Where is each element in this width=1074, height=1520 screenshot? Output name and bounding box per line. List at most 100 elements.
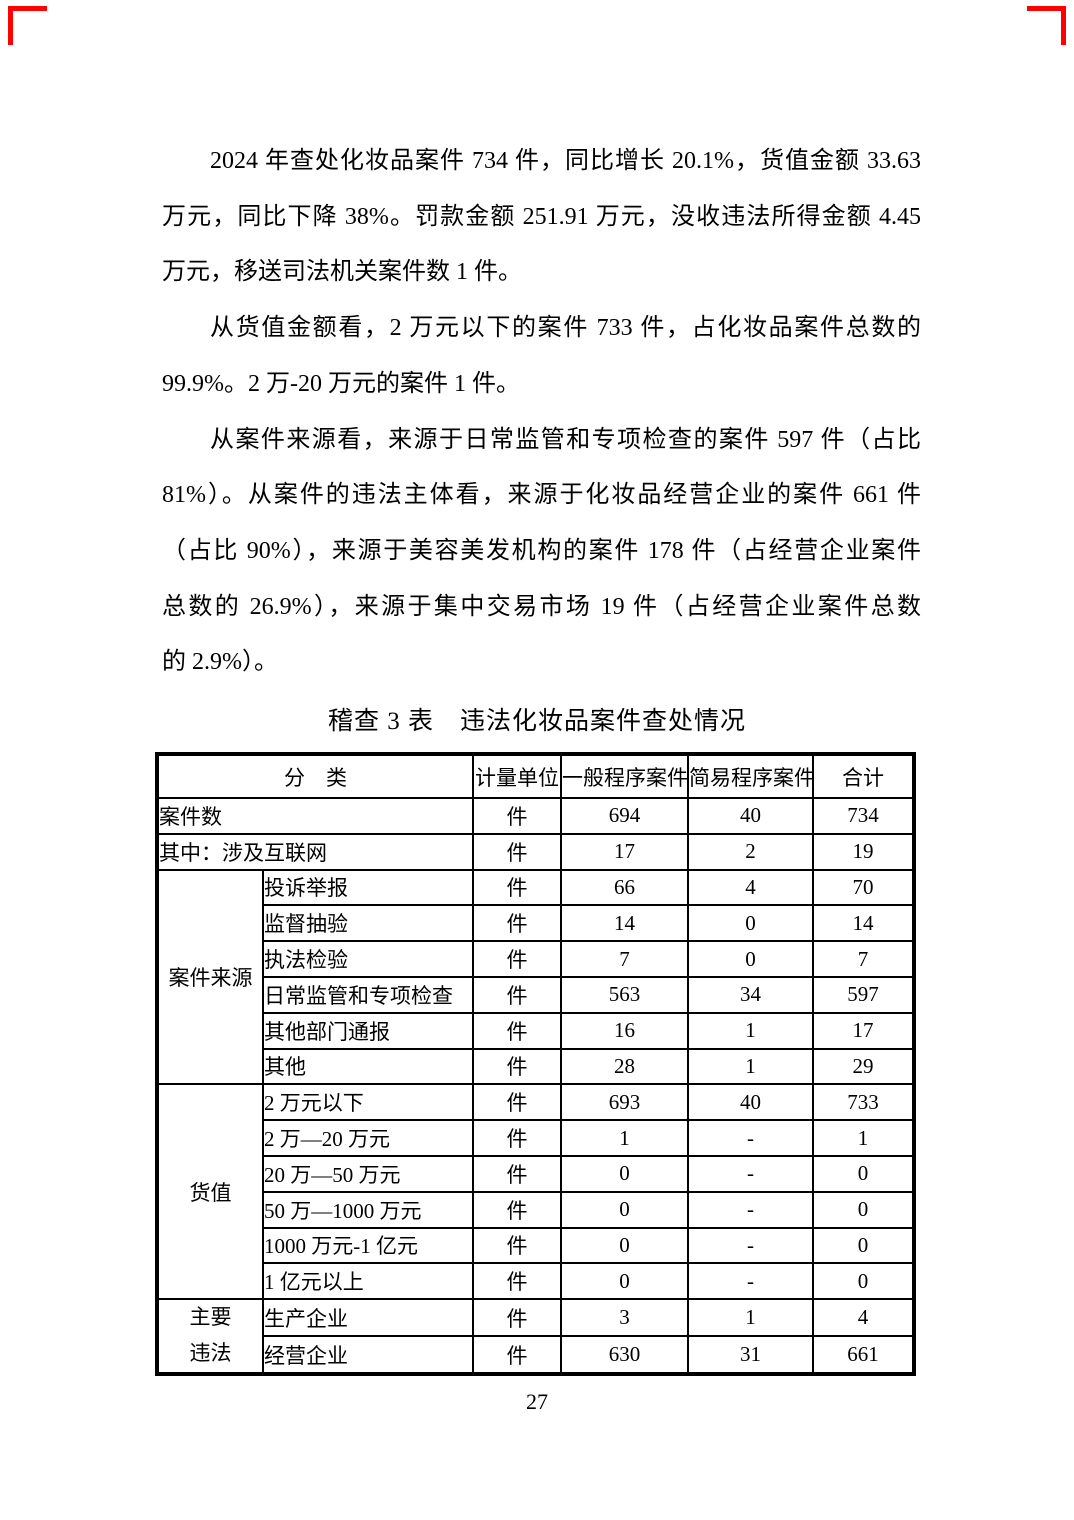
table-cell: 件: [472, 1083, 562, 1122]
table-cell: -: [687, 1154, 814, 1193]
table-cell: 生产企业: [262, 1298, 474, 1338]
table-cell: 件: [472, 1154, 562, 1193]
table-header-row: 分 类计量单位 一般程序案件 简易程序案件 合计: [156, 753, 915, 799]
table-cell: 0: [560, 1154, 689, 1193]
table-cell: 件: [472, 1119, 562, 1157]
table-row: 货值 2 万元以下件 693 40 733: [156, 1083, 915, 1301]
table-cell: 693: [560, 1083, 689, 1122]
paragraph-3-line-5: 的 2.9%）。: [162, 649, 278, 676]
table-cell: 19: [812, 832, 915, 871]
table-cell: 597: [812, 975, 915, 1014]
table-row: 其他部门通报件 16 1 17: [157, 1011, 915, 1050]
table-cell: 4: [687, 868, 814, 907]
table-cell: 件: [472, 868, 562, 907]
table-row: 20 万—50 万元件 0-0: [157, 1154, 915, 1193]
table-cell: 件: [472, 1262, 562, 1301]
table-cell: -: [687, 1226, 814, 1265]
table-row: 2 万—20 万元件 1-1: [157, 1119, 915, 1157]
paragraph-2-line-2: 99.9%。2 万-20 万元的案件 1 件。: [162, 370, 520, 397]
table-cell: 1: [687, 1298, 814, 1338]
table-cell: -: [687, 1119, 814, 1157]
table-cell: 733: [812, 1083, 915, 1122]
header-cell: 计量单位: [472, 753, 562, 799]
table-cell: 日常监管和专项检查: [262, 975, 474, 1014]
table-cell: 经营企业: [262, 1335, 474, 1375]
table-cell: 40: [687, 797, 814, 835]
table-cell: 2 万元以下: [262, 1083, 474, 1122]
table-cell: 件: [472, 797, 562, 835]
table-cell: 20 万—50 万元: [262, 1154, 474, 1193]
table-cell: 件: [472, 904, 562, 943]
table-cell: 1000 万元-1 亿元: [262, 1226, 474, 1265]
page-number: 27: [526, 1389, 548, 1414]
table-cell: -: [687, 1262, 814, 1301]
table-cell: 件: [472, 1226, 562, 1265]
header-cell: 一般程序案件: [560, 753, 689, 799]
table-row: 执法检验件 7 0 7: [157, 940, 915, 978]
table-cell: 0: [812, 1226, 915, 1265]
table-cell: 案件来源: [156, 868, 264, 1086]
table-cell: 件: [472, 1011, 562, 1050]
table-cell: 17: [812, 1011, 915, 1050]
table-row: 经营企业件 630 31 661: [157, 1335, 915, 1375]
table-cell: 50 万—1000 万元: [262, 1190, 474, 1229]
red-corner-mark-top-right: [1027, 6, 1066, 45]
table-cell: 734: [812, 797, 915, 835]
table-cell: 28: [560, 1047, 689, 1086]
table-cell: 0: [812, 1190, 915, 1229]
table-title: 稽查 3 表 违法化妆品案件查处情况: [327, 708, 746, 735]
paragraph-3-line-4: 总数的 26.9%），来源于集中交易市场 19 件（占经营企业案件总数: [162, 593, 921, 620]
table-cell: 70: [812, 868, 915, 907]
header-cell: 合计: [812, 753, 915, 799]
table-cell: 563: [560, 975, 689, 1014]
table-cell: 7: [812, 940, 915, 978]
table-cell: 17: [560, 832, 689, 871]
table-cell: 3: [560, 1298, 689, 1338]
table-cell: 14: [812, 904, 915, 943]
table-cell: 其他: [262, 1047, 474, 1086]
table-cell: 0: [812, 1262, 915, 1301]
table-cell: 1: [812, 1119, 915, 1157]
table-row: 案件数件 694 40 734: [156, 797, 915, 835]
table-cell: 16: [560, 1011, 689, 1050]
table-cell: 执法检验: [262, 940, 474, 978]
paragraph-3-line-3: （占比 90%），来源于美容美发机构的案件 178 件（占经营企业案件: [162, 537, 921, 564]
table-cell: 主要 违法: [156, 1298, 264, 1375]
table-row: 1000 万元-1 亿元件 0-0: [157, 1226, 915, 1265]
paragraph-3-line-2: 81%）。从案件的违法主体看，来源于化妆品经营企业的案件 661 件: [162, 482, 921, 509]
table-cell: 件: [472, 832, 562, 871]
paragraph-1-line-1: 2024 年查处化妆品案件 734 件，同比增长 20.1%，货值金额 33.6…: [210, 148, 921, 174]
table-cell: 货值: [156, 1083, 264, 1301]
table-cell: 34: [687, 975, 814, 1014]
table-row: 其中：涉及互联网件 17 2 19: [156, 832, 915, 871]
table-cell: 31: [687, 1335, 814, 1375]
table-cell: 件: [472, 1047, 562, 1086]
table-cell: 1: [560, 1119, 689, 1157]
table-row: 主要 违法 生产企业件 3 1 4: [156, 1298, 915, 1375]
table-cell: 投诉举报: [262, 868, 474, 907]
table-cell: 件: [472, 1190, 562, 1229]
header-cell: 分 类: [156, 753, 474, 799]
table-cell: 66: [560, 868, 689, 907]
table-cell: 件: [472, 940, 562, 978]
table-cell: 630: [560, 1335, 689, 1375]
table-cell: 2: [687, 832, 814, 871]
table-cell: 件: [472, 1298, 562, 1338]
paragraph-1-line-2: 万元，同比下降 38%。罚款金额 251.91 万元，没收违法所得金额 4.45: [162, 203, 921, 230]
table-cell: 14: [560, 904, 689, 943]
cases-table: 分 类计量单位 一般程序案件 简易程序案件 合计 案件数件 694 40 734 其中：涉及互联…: [155, 752, 916, 1376]
cases-table-body: 分 类计量单位 一般程序案件 简易程序案件 合计 案件数件 694 40 734 其中：涉及互联…: [156, 753, 915, 1375]
header-cell: 简易程序案件: [687, 753, 814, 799]
table-cell: 40: [687, 1083, 814, 1122]
table-cell: 661: [812, 1335, 915, 1375]
table-cell: 0: [560, 1262, 689, 1301]
red-corner-mark-top-left: [8, 6, 47, 45]
table-cell: 件: [472, 1335, 562, 1375]
paragraph-2-line-1: 从货值金额看，2 万元以下的案件 733 件，占化妆品案件总数的: [210, 315, 921, 342]
table-cell: 监督抽验: [262, 904, 474, 943]
table-row: 日常监管和专项检查件 563 34 597: [157, 975, 915, 1014]
table-cell: -: [687, 1190, 814, 1229]
table-cell: 0: [560, 1226, 689, 1265]
table-cell: 件: [472, 975, 562, 1014]
